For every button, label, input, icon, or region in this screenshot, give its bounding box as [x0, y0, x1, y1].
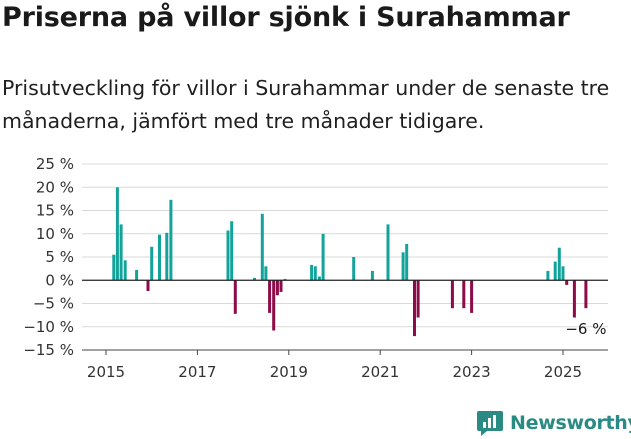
- x-tick-label: 2025: [544, 363, 582, 381]
- bar: [279, 280, 283, 292]
- last-value-annotation: −6 %: [565, 320, 606, 338]
- chart-subtitle: Prisutveckling för villor i Surahammar u…: [2, 76, 610, 133]
- axes: [82, 279, 608, 351]
- bars: [112, 187, 588, 337]
- bar: [272, 280, 276, 331]
- bar: [150, 246, 154, 281]
- bar: [546, 270, 550, 281]
- x-tick-label: 2017: [178, 363, 216, 381]
- bar: [283, 278, 287, 281]
- bar: [416, 280, 420, 318]
- bar: [413, 280, 416, 337]
- bar: [557, 247, 561, 281]
- y-tick-label: −10 %: [23, 318, 74, 336]
- bar: [405, 244, 409, 281]
- bar: [119, 224, 123, 281]
- y-tick-label: 10 %: [36, 225, 74, 243]
- y-tick-label: −15 %: [23, 341, 74, 359]
- newsworthy-logo-icon: [477, 411, 503, 436]
- y-tick-label: 15 %: [36, 202, 74, 220]
- bar: [230, 221, 234, 281]
- bar: [253, 277, 256, 281]
- x-tick-label: 2023: [453, 363, 491, 381]
- bar: [370, 270, 374, 281]
- bar: [123, 260, 127, 281]
- brand-name: Newsworthy: [510, 412, 631, 434]
- bar: [226, 230, 230, 281]
- bar: [565, 280, 569, 285]
- bar: [317, 276, 321, 281]
- chart-title: Priserna på villor sjönk i Surahammar: [2, 2, 570, 33]
- bar: [470, 280, 474, 313]
- y-tick-label: −5 %: [33, 295, 74, 313]
- x-axis-labels: 2015 2017 2019 2021 2023 2025: [87, 350, 582, 381]
- bar: [275, 280, 279, 296]
- bar: [450, 280, 454, 309]
- bar: [135, 270, 139, 281]
- y-axis-labels: 25 % 20 % 15 % 10 % 5 % 0 % −5 % −10 % −15 %: [23, 155, 74, 359]
- bar: [165, 232, 169, 281]
- bar: [115, 187, 119, 281]
- bar: [169, 199, 173, 281]
- bar: [584, 280, 588, 309]
- x-tick-label: 2019: [270, 363, 308, 381]
- bar: [310, 264, 314, 281]
- bar: [260, 213, 264, 281]
- bar: [386, 224, 390, 281]
- bar: [572, 280, 576, 318]
- bar: [146, 280, 150, 291]
- bar: [112, 254, 116, 281]
- bar: [462, 280, 466, 309]
- bar: [313, 266, 317, 281]
- bar: [158, 234, 161, 281]
- y-tick-label: 0 %: [45, 271, 74, 289]
- y-tick-label: 5 %: [45, 248, 74, 266]
- bar: [553, 261, 557, 281]
- bar: [401, 252, 405, 281]
- bar: [561, 266, 565, 281]
- bar: [268, 280, 272, 313]
- y-tick-label: 25 %: [36, 155, 74, 173]
- bar: [352, 257, 356, 281]
- x-tick-label: 2015: [87, 363, 125, 381]
- x-tick-label: 2021: [361, 363, 399, 381]
- bar: [233, 280, 237, 314]
- bar: [321, 233, 325, 281]
- newsworthy-logo: Newsworthy: [476, 407, 631, 439]
- bar: [264, 266, 268, 281]
- y-tick-label: 20 %: [36, 178, 74, 196]
